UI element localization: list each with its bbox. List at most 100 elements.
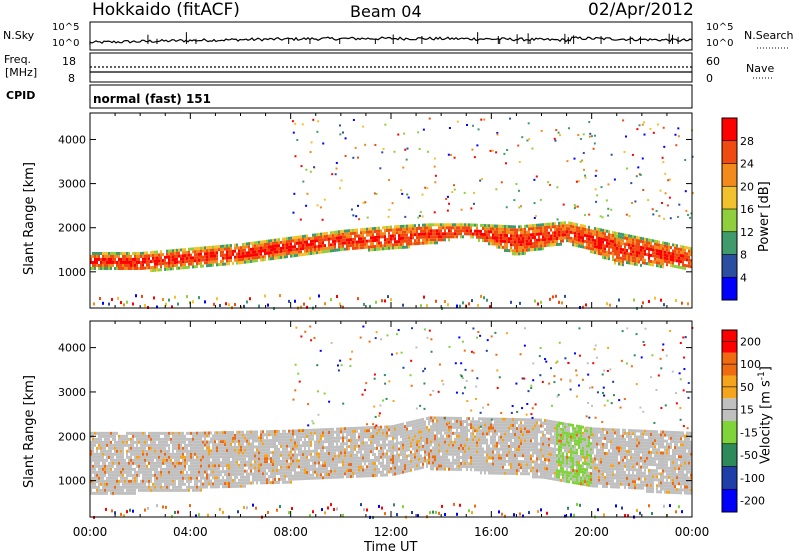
- heat-cell: [160, 465, 162, 468]
- heat-cell: [204, 249, 206, 252]
- heat-cell: [242, 446, 244, 449]
- heat-cell: [196, 480, 198, 483]
- heat-cell: [610, 252, 612, 255]
- heat-cell: [278, 256, 280, 259]
- heat-cell: [198, 441, 200, 444]
- heat-cell: [304, 253, 306, 256]
- heat-cell: [240, 255, 242, 258]
- heat-cell: [194, 483, 196, 486]
- heat-cell: [318, 443, 320, 446]
- heat-cell: [628, 258, 630, 261]
- heat-cell: [460, 232, 462, 235]
- heat-cell: [110, 459, 112, 462]
- heat-cell: [244, 258, 246, 261]
- near-range-echo: [390, 298, 392, 301]
- heat-cell: [94, 474, 96, 477]
- heat-cell: [648, 254, 650, 257]
- heat-cell: [662, 247, 664, 250]
- heat-cell: [156, 474, 158, 477]
- heat-cell: [184, 468, 186, 471]
- heat-cell: [582, 239, 584, 242]
- heat-cell: [570, 228, 572, 231]
- heat-cell: [474, 224, 476, 227]
- heat-cell: [128, 261, 130, 264]
- heat-cell: [484, 224, 486, 227]
- scatter-echo: [601, 186, 603, 188]
- heat-cell: [106, 480, 108, 483]
- heat-cell: [208, 443, 210, 446]
- scatter-echo: [663, 127, 665, 129]
- heat-cell: [538, 224, 540, 227]
- power-heatmap: [90, 113, 694, 310]
- heat-cell: [152, 459, 154, 462]
- heat-cell: [162, 474, 164, 477]
- heat-cell: [298, 450, 300, 453]
- heat-cell: [336, 443, 338, 446]
- heat-cell: [314, 242, 316, 245]
- heat-cell: [136, 258, 138, 261]
- heat-cell: [604, 247, 606, 250]
- heat-cell: [406, 225, 408, 228]
- heat-cell: [624, 243, 626, 246]
- heat-cell: [592, 245, 594, 248]
- heat-cell: [352, 439, 354, 442]
- heat-cell: [660, 247, 662, 250]
- heat-cell: [228, 479, 230, 482]
- heat-cell: [160, 438, 162, 441]
- heat-cell: [132, 480, 134, 483]
- scatter-echo: [513, 199, 515, 201]
- heat-cell: [230, 437, 232, 440]
- heat-cell: [666, 260, 668, 263]
- heat-cell: [114, 444, 116, 447]
- heat-cell: [524, 243, 526, 246]
- heat-cell: [278, 448, 280, 451]
- scatter-echo: [296, 139, 298, 141]
- heat-cell: [316, 245, 318, 248]
- heat-cell: [684, 249, 686, 252]
- heat-cell: [206, 468, 208, 471]
- heat-cell: [164, 486, 166, 489]
- heat-cell: [182, 474, 184, 477]
- heat-cell: [554, 243, 556, 246]
- heat-cell: [232, 485, 234, 488]
- heat-cell: [168, 444, 170, 447]
- heat-cell: [416, 236, 418, 239]
- heat-cell: [214, 473, 216, 476]
- heat-cell: [476, 236, 478, 239]
- near-range-echo: [153, 296, 155, 299]
- heat-cell: [670, 264, 672, 267]
- heat-cell: [380, 432, 382, 435]
- heat-cell: [384, 229, 386, 232]
- heat-cell: [348, 238, 350, 241]
- heat-cell: [664, 251, 666, 254]
- near-range-echo: [648, 300, 650, 303]
- heat-cell: [196, 247, 198, 250]
- heat-cell: [190, 257, 192, 260]
- heat-cell: [358, 463, 360, 466]
- heat-cell: [590, 232, 592, 235]
- heat-cell: [618, 253, 620, 256]
- heat-cell: [200, 474, 202, 477]
- heat-cell: [262, 246, 264, 249]
- scatter-echo: [515, 183, 517, 185]
- heat-cell: [426, 232, 428, 235]
- heat-cell: [130, 480, 132, 483]
- scatter-echo: [320, 206, 322, 208]
- heat-cell: [324, 238, 326, 241]
- heat-cell: [104, 432, 106, 435]
- scatter-echo: [322, 142, 324, 144]
- heat-cell: [272, 481, 274, 484]
- heat-cell: [316, 429, 318, 432]
- heat-cell: [298, 435, 300, 438]
- heat-cell: [332, 476, 334, 479]
- heat-cell: [262, 436, 264, 439]
- heat-cell: [116, 483, 118, 486]
- heat-cell: [352, 469, 354, 472]
- heat-cell: [382, 232, 384, 235]
- heat-cell: [204, 471, 206, 474]
- heat-cell: [226, 473, 228, 476]
- heat-cell: [108, 252, 110, 255]
- heat-cell: [432, 241, 434, 244]
- heat-cell: [620, 233, 622, 236]
- heat-cell: [492, 230, 494, 233]
